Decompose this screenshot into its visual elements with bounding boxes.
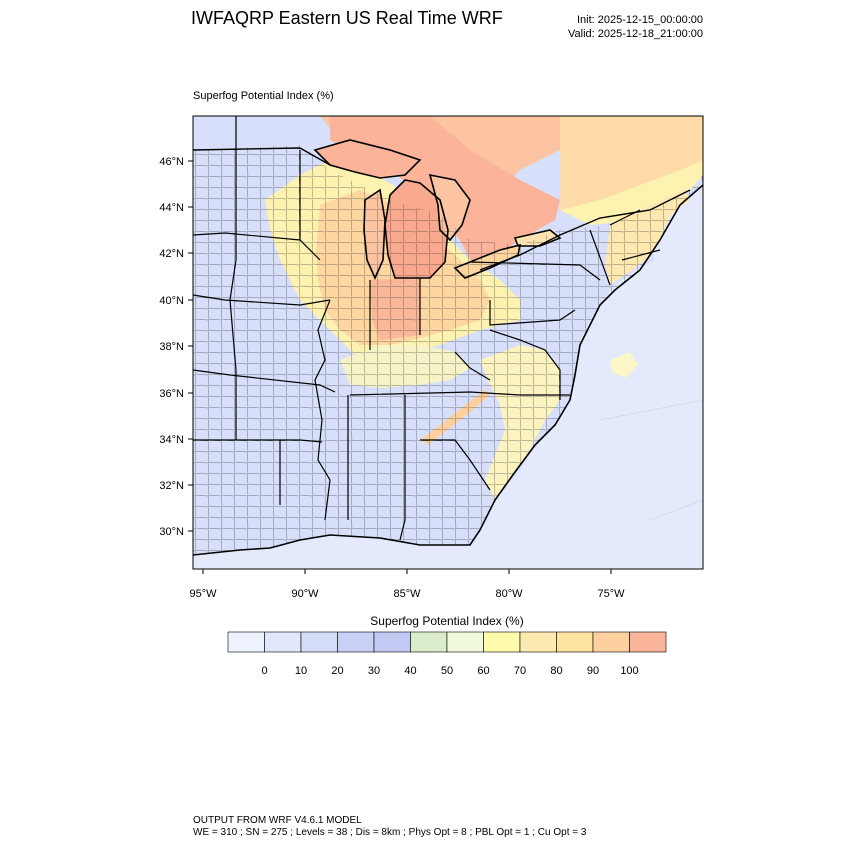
lat-label: 30°N [159, 526, 184, 538]
colorbar-swatch [373, 631, 411, 653]
colorbar-tick-label: 80 [550, 665, 562, 677]
lon-axis [202, 569, 612, 574]
lon-label: 75°W [597, 588, 625, 600]
footer-config: WE = 310 ; SN = 275 ; Levels = 38 ; Dis … [193, 827, 587, 838]
colorbar-swatch [300, 631, 338, 653]
quebec-yellow [560, 160, 703, 225]
international-border [193, 147, 691, 271]
coastlines [193, 139, 703, 556]
lat-label: 46°N [159, 156, 184, 168]
footer: OUTPUT FROM WRF V4.6.1 MODEL WE = 310 ; … [193, 815, 586, 839]
colorbar-tick-label: 10 [295, 665, 307, 677]
colorbar-tick-label: 60 [477, 665, 489, 677]
run-info: Init: 2025-12-15_00:00:00 Valid: 2025-12… [568, 13, 703, 41]
colorbar: 0 10 20 30 40 50 60 70 80 90 100 [227, 631, 667, 677]
colorbar-tick-label: 50 [441, 665, 453, 677]
colorbar-tick-label: 0 [261, 665, 267, 677]
lon-label: 80°W [495, 588, 523, 600]
init-time: Init: 2025-12-15_00:00:00 [577, 14, 703, 26]
colorbar-tick-label: 20 [331, 665, 343, 677]
lat-label: 44°N [159, 202, 184, 214]
colorbar-swatch [519, 631, 557, 653]
colorbar-swatch [556, 631, 594, 653]
lon-label: 95°W [189, 588, 217, 600]
colorbar-tick-label: 100 [620, 665, 638, 677]
lake-superior [315, 140, 420, 178]
colorbar-swatch [592, 631, 630, 653]
valid-time: Valid: 2025-12-18_21:00:00 [568, 28, 703, 40]
graticule [560, 116, 703, 521]
colorbar-swatch [629, 631, 667, 653]
footer-model: OUTPUT FROM WRF V4.6.1 MODEL [193, 815, 362, 826]
lat-axis [188, 160, 193, 532]
colorbar-title: Superfog Potential Index (%) [370, 614, 524, 628]
lat-label: 34°N [159, 434, 184, 446]
colorbar-swatch [337, 631, 375, 653]
state-borders [193, 116, 661, 541]
colorbar-swatch [410, 631, 448, 653]
lat-label: 42°N [159, 248, 184, 260]
colorbar-tick-label: 40 [404, 665, 416, 677]
lon-label: 85°W [393, 588, 421, 600]
map-area [193, 116, 703, 569]
colorbar-tick-label: 70 [514, 665, 526, 677]
offshore-yellow [610, 352, 638, 378]
colorbar-swatch [446, 631, 484, 653]
main-title: IWFAQRP Eastern US Real Time WRF [191, 8, 503, 28]
lat-label: 32°N [159, 480, 184, 492]
colorbar-tick-label: 30 [368, 665, 380, 677]
counties [193, 145, 703, 555]
colorbar-tick-label: 90 [587, 665, 599, 677]
lat-label: 36°N [159, 388, 184, 400]
lat-label: 38°N [159, 341, 184, 353]
lon-label: 90°W [291, 588, 319, 600]
lat-label: 40°N [159, 295, 184, 307]
colorbar-swatch [227, 631, 265, 653]
quebec-orange [560, 116, 703, 220]
colorbar-swatch [483, 631, 521, 653]
colorbar-swatch [264, 631, 302, 653]
map-subtitle: Superfog Potential Index (%) [193, 90, 334, 102]
map-frame [192, 115, 704, 570]
